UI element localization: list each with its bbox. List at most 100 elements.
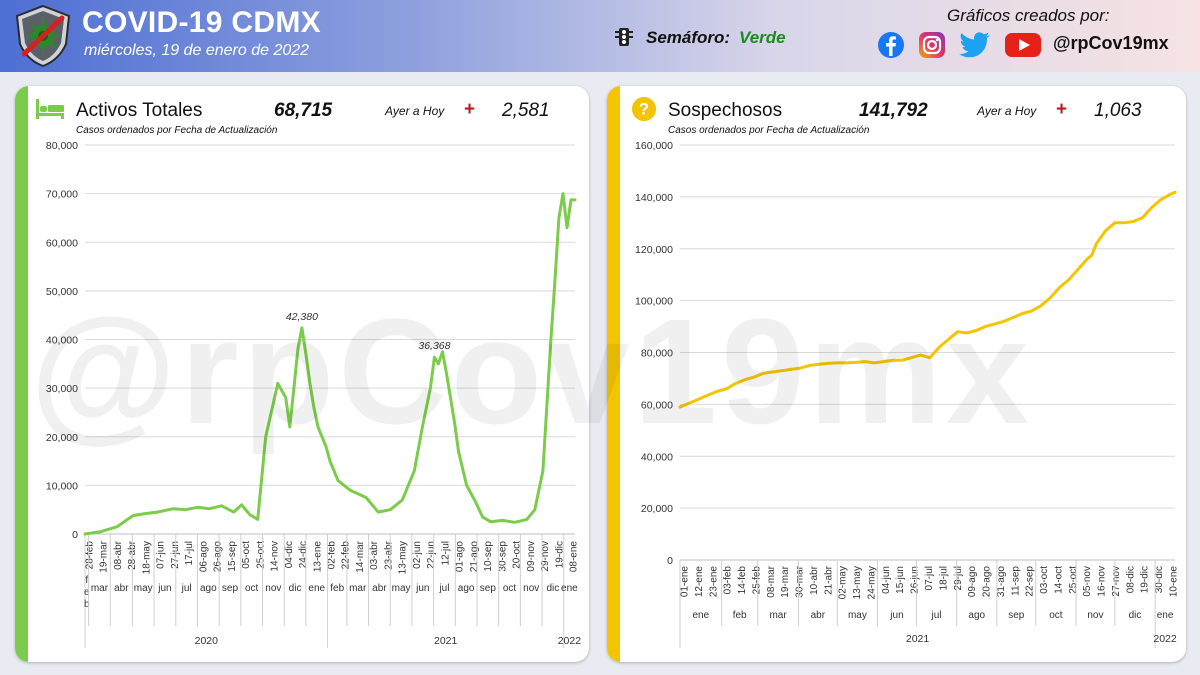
year-label: 2022 (1153, 633, 1177, 645)
x-tick-label: 13-may (398, 541, 409, 574)
x-tick-label: 31-ago (996, 566, 1007, 598)
month-label: sep (480, 583, 497, 594)
twitter-icon[interactable] (958, 31, 992, 59)
bed-icon (36, 99, 64, 119)
app-title: COVID-19 CDMX (82, 6, 321, 39)
month-label: ene (308, 583, 325, 594)
x-tick-label: 29-nov (540, 541, 551, 572)
x-tick-label: 13-ene (312, 541, 323, 573)
x-tick-label: 14-oct (1053, 566, 1064, 594)
month-label: dic (1129, 610, 1142, 621)
x-tick-label: 28-feb (85, 541, 96, 570)
x-tick-label: 09-ago (967, 566, 978, 598)
activos-ayer-label: Ayer a Hoy (385, 104, 445, 118)
month-label: ene (692, 610, 709, 621)
traffic-light-icon (615, 28, 633, 46)
x-tick-label: 13-may (852, 566, 863, 599)
x-tick-label: 26-jun (910, 566, 921, 594)
activos-panel: Activos Totales 68,715 Ayer a Hoy + 2,58… (15, 86, 589, 662)
x-tick-label: 26-ago (213, 541, 224, 573)
y-tick-label: 10,000 (46, 480, 78, 492)
month-label: feb (733, 610, 747, 621)
month-label: dic (547, 583, 560, 594)
x-tick-label: 17-jul (184, 541, 195, 565)
month-label: sep (222, 583, 239, 594)
month-label: dic (289, 583, 302, 594)
x-tick-label: 14-feb (737, 566, 748, 595)
x-tick-label: 16-nov (1097, 566, 1108, 597)
x-tick-label: 20-oct (512, 541, 523, 569)
y-tick-label: 70,000 (46, 189, 78, 201)
activos-title: Activos Totales (76, 100, 203, 121)
sospechosos-ayer-label: Ayer a Hoy (977, 104, 1037, 118)
x-tick-label: 19-dic (1140, 566, 1151, 593)
y-tick-label: 20,000 (641, 503, 673, 515)
y-tick-label: 120,000 (635, 244, 673, 256)
report-date: miércoles, 19 de enero de 2022 (84, 42, 310, 59)
x-tick-label: 03-oct (1039, 566, 1050, 594)
x-tick-label: 10-abr (809, 565, 820, 595)
x-tick-label: 19-mar (780, 565, 791, 597)
sospechosos-panel: ? Sospechosos 141,792 Ayer a Hoy + 1,063… (607, 86, 1186, 662)
x-tick-label: 01-ago (455, 541, 466, 573)
month-label: oct (1049, 610, 1063, 621)
y-tick-label: 140,000 (635, 192, 673, 204)
y-tick-label: 0 (72, 529, 78, 541)
header: COVID-19 CDMX miércoles, 19 de enero de … (0, 0, 1200, 72)
month-label: jul (438, 583, 449, 594)
y-tick-label: 0 (667, 555, 673, 567)
y-tick-label: 100,000 (635, 296, 673, 308)
year-label: 2022 (558, 635, 582, 647)
month-label: mar (769, 610, 787, 621)
x-tick-label: 12-ene (694, 566, 705, 598)
y-tick-label: 40,000 (46, 335, 78, 347)
x-tick-label: 01-ene (680, 566, 691, 598)
month-label: ago (200, 583, 217, 594)
month-label: jun (889, 610, 903, 621)
twitter-handle[interactable]: @rpCov19mx (1053, 33, 1169, 53)
x-tick-label: 10-sep (483, 541, 494, 572)
month-label: b (84, 599, 90, 610)
x-tick-label: 14-mar (355, 540, 366, 572)
semaforo-value: Verde (739, 28, 786, 47)
month-label: jun (415, 583, 429, 594)
y-tick-label: 20,000 (46, 432, 78, 444)
x-tick-label: 08-mar (766, 565, 777, 597)
svg-text:?: ? (639, 100, 649, 119)
y-tick-label: 80,000 (641, 348, 673, 360)
x-tick-label: 15-jun (895, 566, 906, 594)
x-tick-label: 04-jun (881, 566, 892, 594)
facebook-icon[interactable] (876, 31, 906, 59)
month-label: abr (811, 610, 826, 621)
sospechosos-total: 141,792 (859, 100, 928, 121)
year-label: 2021 (434, 635, 458, 647)
x-tick-label: 03-abr (369, 540, 380, 570)
x-tick-label: 25-oct (1068, 566, 1079, 594)
x-tick-label: 05-oct (241, 541, 252, 569)
year-label: 2021 (906, 633, 930, 645)
x-tick-label: 30-mar (795, 565, 806, 597)
month-label: mar (91, 583, 109, 594)
y-tick-label: 60,000 (641, 399, 673, 411)
month-label: ene (561, 583, 578, 594)
month-label: ene (1157, 610, 1174, 621)
month-label: may (848, 610, 867, 621)
activos-total: 68,715 (274, 100, 333, 121)
x-tick-label: 18-jul (938, 566, 949, 590)
sospechosos-title: Sospechosos (668, 100, 783, 121)
x-tick-label: 30-sep (497, 541, 508, 572)
instagram-icon[interactable] (917, 31, 947, 59)
month-label: sep (1008, 610, 1025, 621)
semaforo-label: Semáforo: (646, 28, 731, 47)
y-tick-label: 40,000 (641, 451, 673, 463)
x-tick-label: 08-ene (569, 541, 580, 573)
x-tick-label: 20-ago (982, 566, 993, 598)
series-line (83, 192, 577, 536)
y-tick-label: 50,000 (46, 286, 78, 298)
youtube-icon[interactable] (1004, 31, 1042, 59)
x-tick-label: 03-feb (723, 566, 734, 595)
x-tick-label: 25-oct (255, 541, 266, 569)
month-label: oct (245, 583, 259, 594)
sospechosos-subtitle: Casos ordenados por Fecha de Actualizaci… (668, 125, 870, 136)
x-tick-label: 22-sep (1025, 566, 1036, 597)
